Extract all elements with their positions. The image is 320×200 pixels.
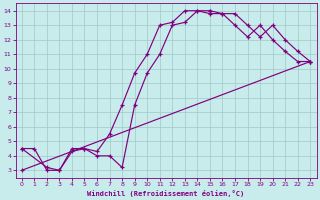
X-axis label: Windchill (Refroidissement éolien,°C): Windchill (Refroidissement éolien,°C) bbox=[87, 190, 245, 197]
